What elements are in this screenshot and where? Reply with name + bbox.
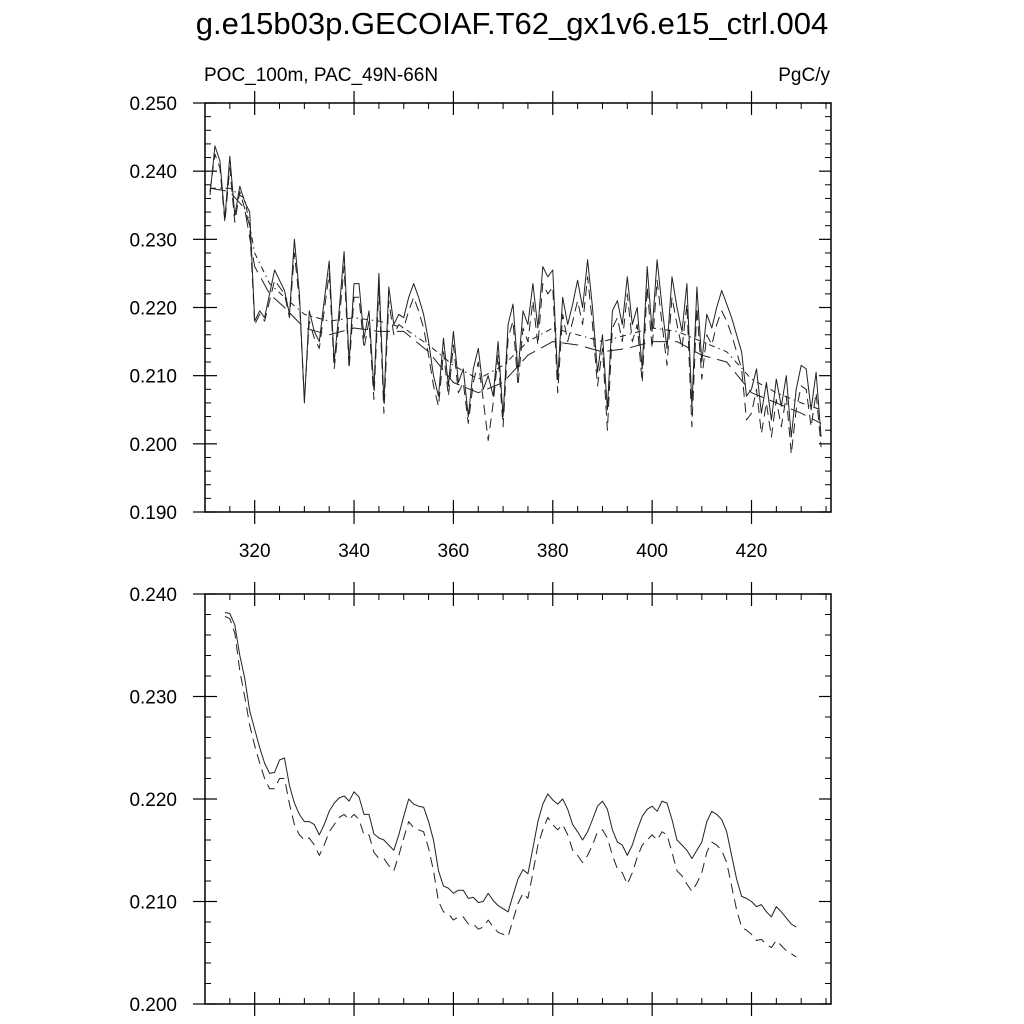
units-label: PgC/y [778,65,830,86]
x-tick-label: 400 [636,541,668,562]
bottom-panel: 0.200 0.210 0.220 0.230 0.240 [129,582,832,1016]
y-tick-label: 0.250 [129,94,177,115]
series-line-dashed [224,616,797,958]
y-tick-label: 0.230 [129,688,177,709]
y-tick-label: 0.220 [129,299,177,320]
y-tick-label: 0.210 [129,893,177,914]
x-tick-label: 380 [537,541,569,562]
plot-frame [204,102,832,513]
y-tick-label: 0.210 [129,367,177,388]
y-tick-label: 0.200 [129,435,177,456]
x-tick-label: 360 [438,541,470,562]
series-line-dash-dot [210,187,822,411]
y-tick-label: 0.240 [129,585,177,606]
series-line-dashed [209,153,822,455]
y-tick-label: 0.200 [129,995,177,1016]
x-tick-label: 320 [239,541,271,562]
y-tick-label: 0.220 [129,790,177,811]
y-tick-label: 0.190 [129,503,177,524]
chart-title: g.e15b03p.GECOIAF.T62_gx1v6.e15_ctrl.004 [195,6,829,41]
top-panel: 320 340 360 380 400 420 0.190 0.200 0.210 0.220 0.… [129,91,832,562]
x-tick-label: 340 [338,541,370,562]
y-tick-label: 0.230 [129,230,177,251]
series-line-solid [224,612,797,928]
variable-label: POC_100m, PAC_49N-66N [204,65,439,86]
series-line-solid [209,145,822,438]
x-tick-label: 420 [736,541,768,562]
y-tick-label: 0.240 [129,162,177,183]
series-line-long-dash [209,187,822,424]
plot-frame [204,593,832,1005]
